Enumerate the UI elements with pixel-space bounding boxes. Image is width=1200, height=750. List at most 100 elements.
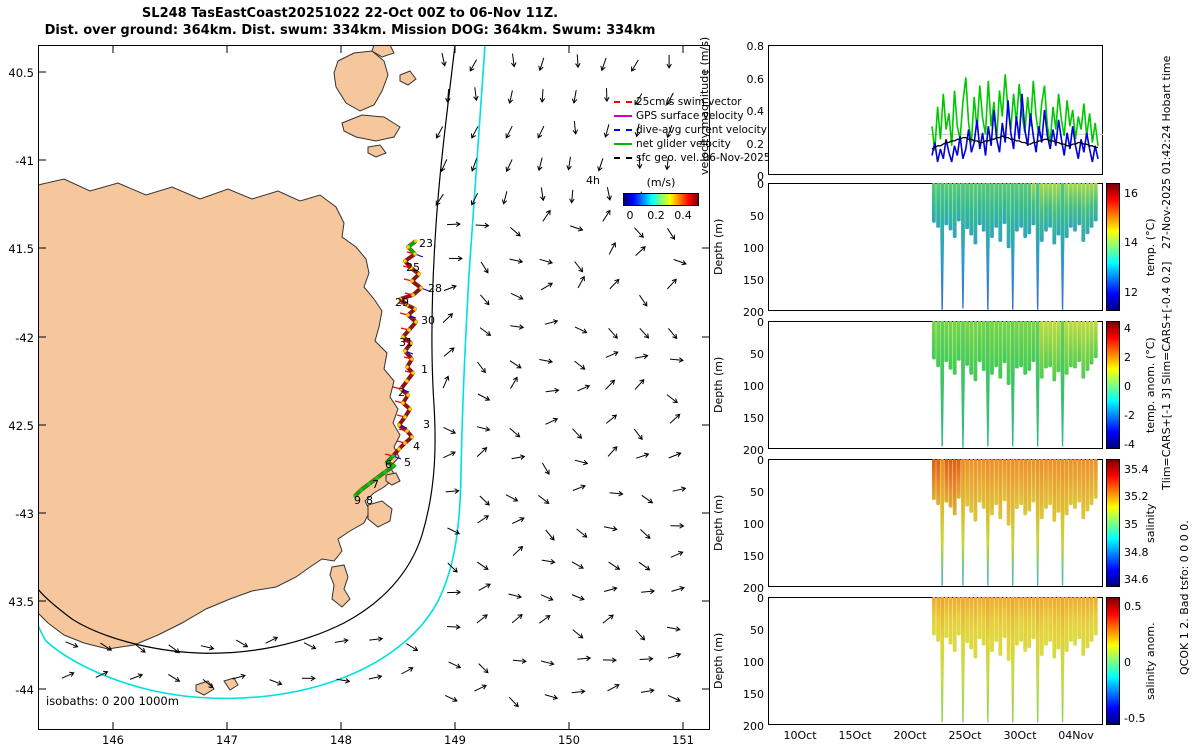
map-ytick-label: 41.5 — [8, 242, 34, 256]
current-arrow — [671, 586, 685, 592]
surfacing-dot — [405, 379, 409, 383]
profile-column — [936, 321, 940, 368]
ytick-temp-anomaly: 50 — [750, 348, 764, 361]
profile-column — [936, 597, 940, 642]
profile-column — [1073, 321, 1077, 369]
profile-column — [990, 183, 994, 238]
current-arrow — [334, 638, 349, 644]
profile-column — [952, 459, 957, 516]
profile-column-deep — [940, 459, 945, 586]
current-arrow — [545, 387, 560, 394]
current-arrow — [670, 551, 684, 558]
current-arrow — [301, 675, 316, 682]
surfacing-dot — [409, 266, 413, 270]
current-arrow — [577, 275, 585, 289]
map-xtick-label: 151 — [672, 733, 694, 747]
map-ytick-label: -43 — [15, 507, 34, 521]
current-arrow — [639, 656, 654, 662]
flinders-island — [333, 50, 389, 112]
profile-column — [990, 597, 994, 652]
surfacing-dot — [398, 297, 402, 301]
profile-column — [1048, 459, 1052, 506]
surfacing-dot — [401, 401, 405, 405]
legend-entry: 25cm/s swim vector — [614, 95, 774, 109]
legend-label: net glider velocity — [636, 138, 731, 150]
profile-column — [1031, 459, 1036, 503]
surfacing-dot — [403, 349, 407, 353]
profile-column — [932, 183, 936, 223]
current-arrow — [478, 583, 491, 591]
title-line-2: Dist. over ground: 364km. Dist. swum: 33… — [44, 23, 656, 38]
current-arrow — [670, 523, 685, 529]
current-arrow — [638, 561, 651, 571]
current-arrow — [635, 629, 646, 641]
current-arrow — [572, 484, 586, 491]
profile-column — [1085, 321, 1090, 371]
current-arrow — [511, 613, 523, 624]
profile-column — [1006, 459, 1011, 526]
profile-column — [977, 459, 982, 503]
profile-column — [1031, 597, 1036, 640]
current-arrow — [476, 447, 488, 457]
small-island-north-1 — [371, 45, 395, 58]
profile-column — [952, 321, 957, 375]
current-arrow — [447, 562, 458, 573]
current-arrow — [232, 673, 246, 680]
current-arrow — [574, 459, 589, 466]
current-arrow — [435, 126, 444, 139]
profile-column — [1019, 459, 1023, 506]
cbar-tick-temperature: 16 — [1124, 186, 1138, 200]
current-arrow — [134, 643, 146, 653]
cbar-tick-salinity-anomaly: -0.5 — [1124, 712, 1146, 726]
current-arrow — [541, 462, 550, 475]
xtick-time: 20Oct — [893, 729, 927, 742]
xtick-time: 04Nov — [1058, 729, 1094, 742]
cbar-tick-salinity: 35.2 — [1124, 489, 1149, 503]
profile-column — [948, 183, 953, 231]
surfacing-dot — [385, 460, 389, 464]
ytick-salinity-anomaly: 200 — [743, 720, 764, 733]
cbar-tick-temperature: 12 — [1124, 285, 1138, 299]
legend-entry: dive-avg current velocity — [614, 123, 774, 137]
surfacing-dot — [407, 328, 411, 332]
profile-column — [1052, 183, 1057, 245]
profile-column — [956, 321, 961, 361]
current-arrow — [469, 59, 478, 72]
profile-column — [1027, 321, 1032, 371]
current-arrow — [539, 89, 546, 103]
current-arrow — [476, 561, 489, 570]
waypoint-label: 25 — [406, 261, 420, 274]
current-arrow — [471, 126, 479, 139]
profile-column — [998, 597, 1003, 656]
map-legend: 25cm/s swim vector GPS surface velocity di… — [614, 95, 774, 165]
profile-column — [1019, 321, 1023, 368]
current-arrow — [509, 258, 524, 264]
profile-column — [965, 459, 969, 507]
xtick-time: 10Oct — [783, 729, 817, 742]
map-xtick-label: 146 — [102, 733, 124, 747]
current-arrow — [666, 228, 676, 240]
profile-column — [952, 597, 957, 652]
current-arrow — [673, 259, 687, 266]
current-arrow — [442, 375, 450, 389]
profile-column — [981, 597, 986, 646]
cbar-tick-temperature: 14 — [1124, 235, 1138, 249]
profile-column-deep — [961, 321, 965, 448]
profile-column — [973, 183, 978, 245]
current-arrow — [269, 679, 283, 686]
colorbar-temp-anomaly — [1106, 321, 1120, 449]
current-arrow — [666, 124, 673, 139]
surfacing-dot — [392, 464, 396, 468]
profile-column — [1023, 459, 1028, 516]
current-arrow — [443, 451, 456, 459]
current-arrow — [129, 673, 144, 680]
profile-column — [1015, 321, 1019, 369]
profile-column — [990, 321, 994, 375]
current-arrow — [441, 52, 447, 67]
profile-column — [969, 597, 974, 650]
cape-barren-island — [341, 114, 401, 142]
current-arrow — [571, 90, 578, 104]
surfacing-dot — [399, 387, 403, 391]
ytick-salinity: 100 — [743, 518, 764, 531]
current-arrow — [634, 93, 643, 106]
